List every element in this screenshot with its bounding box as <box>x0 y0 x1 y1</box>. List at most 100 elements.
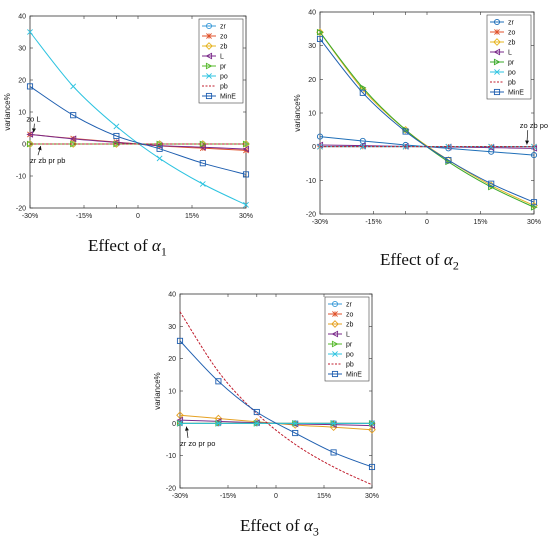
marker-zr <box>316 133 324 140</box>
marker-MinE <box>113 132 120 140</box>
legend-marker-pr <box>331 340 339 348</box>
marker-pr <box>359 84 367 92</box>
legend: zr zo zb Lpr po pb MinE <box>486 14 532 100</box>
legend-marker-zb <box>205 42 213 50</box>
marker-po <box>199 181 206 187</box>
x-tick-label: -30% <box>22 213 38 220</box>
legend-marker-L <box>205 52 213 60</box>
annotation-text: zr zb pr pb <box>30 156 65 165</box>
marker-MinE <box>368 463 376 471</box>
legend-marker-pr <box>205 62 213 70</box>
marker-MinE <box>402 128 409 135</box>
series-line-MinE <box>29 85 247 175</box>
y-tick-label: -20 <box>166 486 176 493</box>
marker-zb <box>69 140 78 148</box>
legend-label-zr: zr <box>220 24 227 31</box>
series-po <box>27 29 249 208</box>
marker-MinE <box>445 157 452 164</box>
annotation-text: zo L <box>26 115 40 124</box>
marker-MinE <box>156 145 163 152</box>
annotation: zo zb po pb <box>520 121 550 145</box>
annotation-text: zr zo pr po <box>180 439 215 448</box>
annotation-arrowhead <box>31 128 36 133</box>
marker-pr <box>176 420 184 427</box>
marker-MinE <box>292 429 299 437</box>
legend-label-po: po <box>508 70 516 77</box>
marker-L <box>199 143 206 151</box>
y-tick-label: 0 <box>172 421 176 428</box>
y-tick-label: -10 <box>166 453 176 460</box>
y-tick-label: 0 <box>312 144 316 151</box>
marker-zb <box>316 28 324 37</box>
marker-zb <box>368 425 376 434</box>
legend-label-L: L <box>508 50 512 57</box>
marker-L <box>176 416 184 424</box>
marker-pr <box>316 28 324 36</box>
legend-label-pb: pb <box>220 84 228 91</box>
x-tick-label: -30% <box>172 493 188 500</box>
legend-marker-zr <box>205 22 213 30</box>
y-tick-label: 30 <box>18 46 26 53</box>
caption-prefix: Effect of <box>88 236 148 255</box>
legend-marker-zo <box>332 311 338 317</box>
x-tick-label: -15% <box>220 493 236 500</box>
legend-marker-L <box>493 48 501 56</box>
x-tick-label: 0 <box>136 213 140 220</box>
y-tick-label: 30 <box>168 324 176 331</box>
x-tick-label: 0 <box>274 493 278 500</box>
caption-symbol: α <box>303 516 313 535</box>
legend-label-zo: zo <box>220 34 228 41</box>
marker-po <box>243 201 249 208</box>
marker-po <box>369 420 375 427</box>
legend-label-MinE: MinE <box>220 94 236 101</box>
caption-alpha-2: Effect of α2 <box>380 250 459 273</box>
marker-zb <box>242 140 250 148</box>
marker-MinE <box>176 337 184 344</box>
marker-po <box>253 420 260 427</box>
x-tick-label: 30% <box>365 493 379 500</box>
marker-L <box>253 419 260 427</box>
series-MinE <box>26 83 250 178</box>
annotation: zr zb pr pb <box>30 145 65 165</box>
marker-MinE <box>199 160 206 167</box>
marker-po <box>177 420 183 427</box>
legend-marker-zb <box>331 320 339 328</box>
marker-MinE <box>359 89 366 96</box>
y-tick-label: 10 <box>308 111 316 118</box>
caption-alpha-3: Effect of α3 <box>240 516 319 539</box>
legend: zr zo zb Lpr po pb MinE <box>198 18 244 104</box>
marker-MinE <box>488 180 495 187</box>
caption-subscript: 2 <box>452 258 459 273</box>
legend-label-MinE: MinE <box>508 90 524 97</box>
marker-MinE <box>242 171 250 178</box>
annotation-text: zo zb po pb <box>520 121 550 130</box>
y-tick-label: 0 <box>22 142 26 149</box>
y-tick-label: 20 <box>18 78 26 85</box>
y-axis-label: variance% <box>293 94 302 131</box>
caption-symbol: α <box>151 236 161 255</box>
x-tick-label: 15% <box>317 493 331 500</box>
legend-marker-MinE <box>493 88 501 96</box>
marker-MinE <box>530 199 538 206</box>
legend-label-po: po <box>346 352 354 359</box>
series-MinE <box>176 337 376 471</box>
legend-marker-po <box>206 73 212 79</box>
marker-zr <box>359 137 366 144</box>
caption-symbol: α <box>443 250 453 269</box>
legend-marker-pr <box>493 58 501 66</box>
y-tick-label: 20 <box>308 77 316 84</box>
caption-prefix: Effect of <box>240 516 300 535</box>
annotation-arrowhead <box>525 140 530 145</box>
series-MinE <box>316 35 538 206</box>
legend-label-L: L <box>346 332 350 339</box>
marker-po <box>70 83 77 90</box>
x-tick-label: 30% <box>527 219 541 226</box>
x-tick-label: -15% <box>76 213 92 220</box>
legend-label-pb: pb <box>346 362 354 369</box>
legend-label-pr: pr <box>508 60 515 67</box>
legend-marker-zo <box>206 33 212 39</box>
legend-marker-MinE <box>205 92 213 100</box>
marker-pr <box>530 203 538 211</box>
